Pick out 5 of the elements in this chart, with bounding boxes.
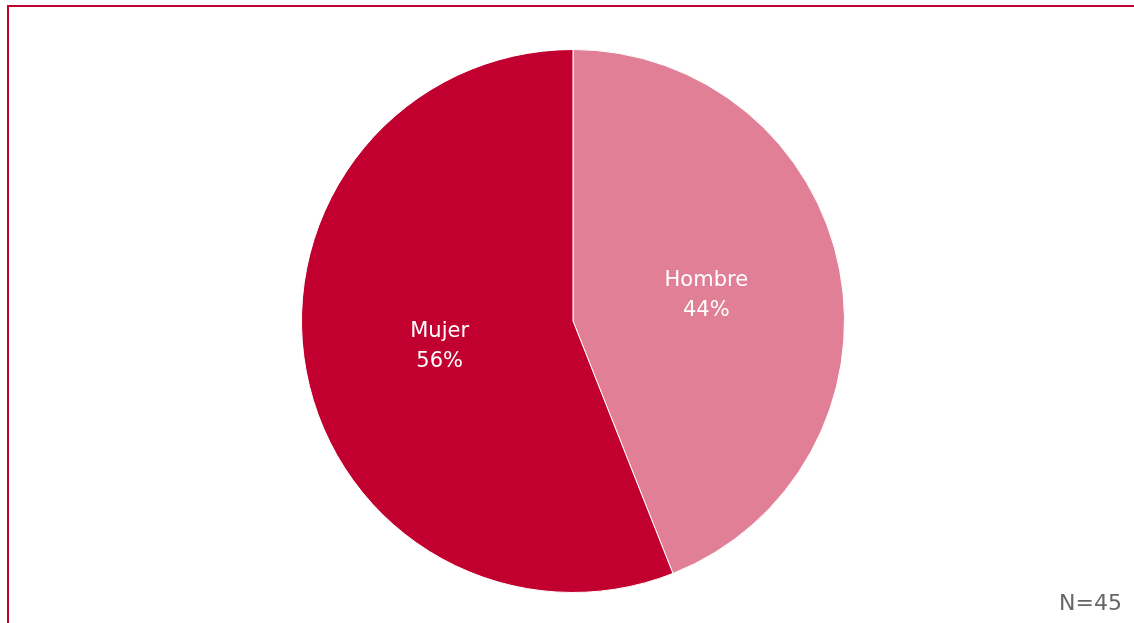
data-label: 56% (416, 347, 463, 372)
text: N=45 (1059, 590, 1122, 615)
slice-label: Mujer (410, 317, 470, 342)
slice-label: Hombre (664, 267, 749, 292)
data-label: 44% (683, 297, 730, 322)
